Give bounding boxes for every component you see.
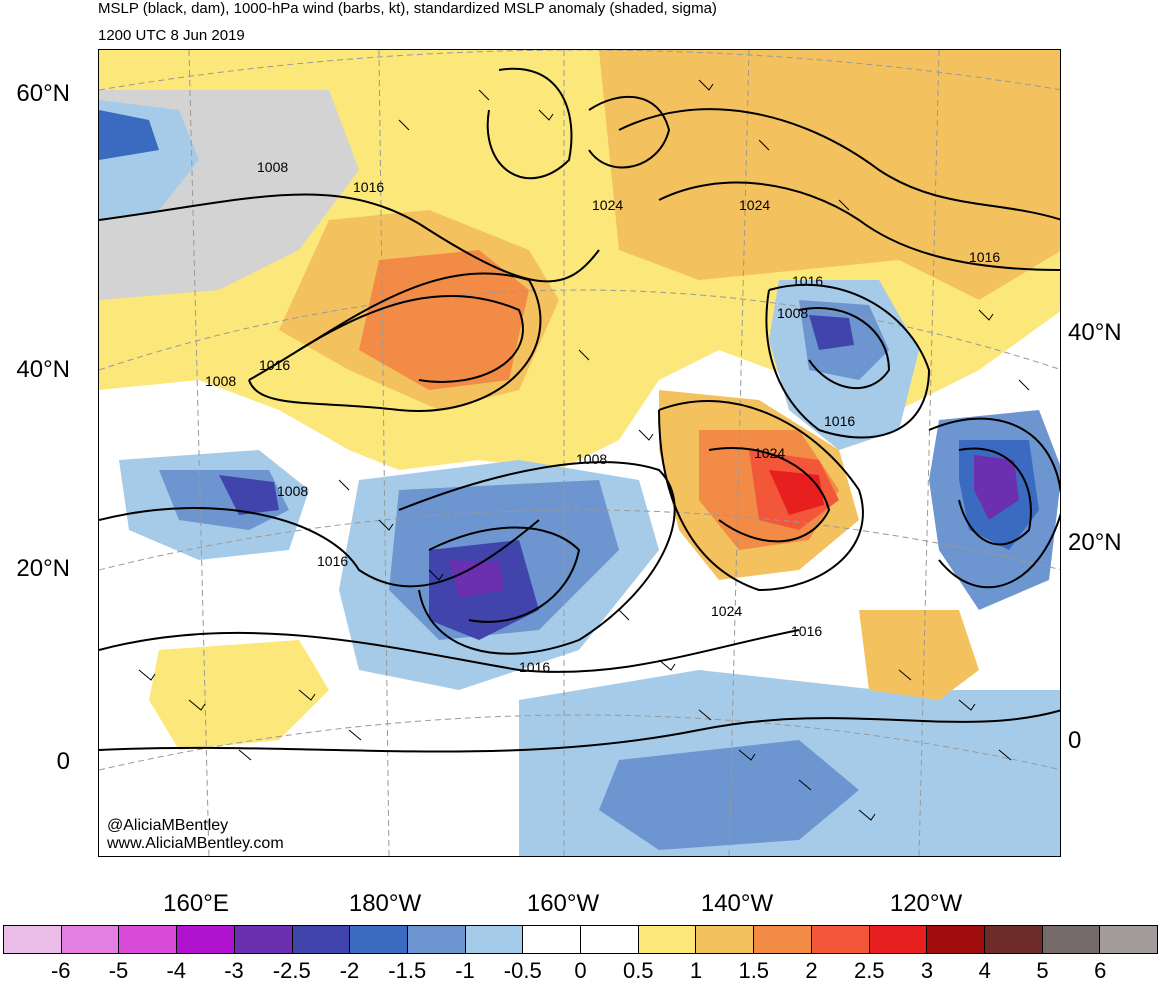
- isobar-label: 1016: [824, 413, 855, 429]
- colorbar-label: -1: [455, 958, 475, 983]
- credit-twitter: @AliciaMBentley: [107, 817, 229, 834]
- colorbar-label: -5: [108, 958, 129, 983]
- isobar-label: 1008: [257, 159, 288, 175]
- colorbar-label: -2.5: [272, 958, 311, 983]
- isobar-label: 1016: [791, 623, 822, 639]
- isobar-labels: 1008 1016 1008 1016 1024 1024 1016 1016 …: [205, 159, 1000, 675]
- isobar-label: 1016: [317, 553, 348, 569]
- colorbar-label: 2.5: [853, 958, 885, 983]
- colorbar-swatch: [754, 926, 812, 953]
- lon-label-120w: 120°W: [889, 890, 963, 917]
- isobar-label: 1008: [277, 483, 308, 499]
- anomaly-map: 1008 1016 1008 1016 1024 1024 1016 1016 …: [99, 50, 1060, 856]
- colorbar-label: -4: [166, 958, 187, 983]
- lat-label-0: 0: [56, 748, 70, 775]
- colorbar-label: 1.5: [738, 958, 770, 983]
- lon-label-140w: 140°W: [700, 890, 774, 917]
- colorbar-label: 4: [978, 958, 991, 983]
- wind-barbs: [138, 79, 1030, 821]
- lat-label-20n: 20°N: [16, 555, 70, 582]
- colorbar-swatch: [465, 926, 524, 953]
- colorbar-swatch: [407, 926, 466, 953]
- map-panel: 1008 1016 1008 1016 1024 1024 1016 1016 …: [98, 49, 1061, 857]
- colorbar-swatch: [350, 926, 408, 953]
- isobar-label: 1024: [754, 445, 785, 461]
- valid-time: 1200 UTC 8 Jun 2019: [98, 27, 245, 44]
- isobar-label: 1016: [259, 357, 290, 373]
- colorbar-label: -3: [224, 958, 244, 983]
- colorbar-label: -0.5: [503, 958, 542, 983]
- colorbar-swatch: [811, 926, 870, 953]
- isobar-label: 1008: [576, 451, 607, 467]
- lat-label-right-40n: 40°N: [1068, 319, 1122, 346]
- colorbar-label: 5: [1036, 958, 1049, 983]
- colorbar-label: 1: [689, 958, 703, 983]
- colorbar-label: -6: [50, 958, 71, 983]
- colorbar-swatch: [1100, 926, 1158, 953]
- colorbar-label: 0: [574, 958, 587, 983]
- colorbar-swatch: [523, 926, 582, 953]
- lat-label-60n: 60°N: [16, 80, 70, 107]
- map-title: MSLP (black, dam), 1000-hPa wind (barbs,…: [98, 0, 717, 17]
- colorbar-swatch: [61, 926, 120, 953]
- lon-label-160w: 160°W: [526, 890, 600, 917]
- colorbar-label: -2: [339, 958, 360, 983]
- colorbar-label: 6: [1094, 958, 1107, 983]
- colorbar-swatch: [927, 926, 985, 953]
- isobar-label: 1008: [205, 373, 236, 389]
- colorbar: [3, 925, 1158, 954]
- lon-label-180w: 180°W: [348, 890, 422, 917]
- isobar-label: 1016: [519, 659, 550, 675]
- colorbar-swatch: [119, 926, 178, 953]
- colorbar-swatch: [234, 926, 293, 953]
- colorbar-swatch: [581, 926, 639, 953]
- colorbar-swatch: [292, 926, 351, 953]
- anomaly-shading: [99, 50, 1060, 856]
- colorbar-swatch: [1042, 926, 1101, 953]
- isobar-label: 1016: [792, 273, 823, 289]
- colorbar-label: 0.5: [622, 958, 654, 983]
- isobar-label: 1024: [739, 197, 770, 213]
- colorbar-swatch: [638, 926, 697, 953]
- colorbar-swatch: [696, 926, 755, 953]
- credit-website: www.AliciaMBentley.com: [107, 835, 284, 852]
- colorbar-swatch: [4, 926, 62, 953]
- colorbar-swatch: [869, 926, 928, 953]
- lat-label-40n: 40°N: [16, 356, 70, 383]
- isobars: [99, 67, 1060, 753]
- isobar-label: 1008: [777, 305, 808, 321]
- lat-label-right-0: 0: [1068, 727, 1082, 754]
- colorbar-label: 2: [805, 958, 818, 983]
- isobar-label: 1024: [711, 603, 742, 619]
- graticule: [99, 50, 1060, 856]
- isobar-label: 1024: [592, 197, 623, 213]
- colorbar-label: -1.5: [388, 958, 427, 983]
- colorbar-label: 3: [920, 958, 934, 983]
- colorbar-swatch: [177, 926, 235, 953]
- isobar-label: 1016: [969, 249, 1000, 265]
- lon-label-160e: 160°E: [163, 890, 229, 917]
- colorbar-swatch: [984, 926, 1043, 953]
- isobar-label: 1016: [353, 179, 384, 195]
- lat-label-right-20n: 20°N: [1068, 529, 1122, 556]
